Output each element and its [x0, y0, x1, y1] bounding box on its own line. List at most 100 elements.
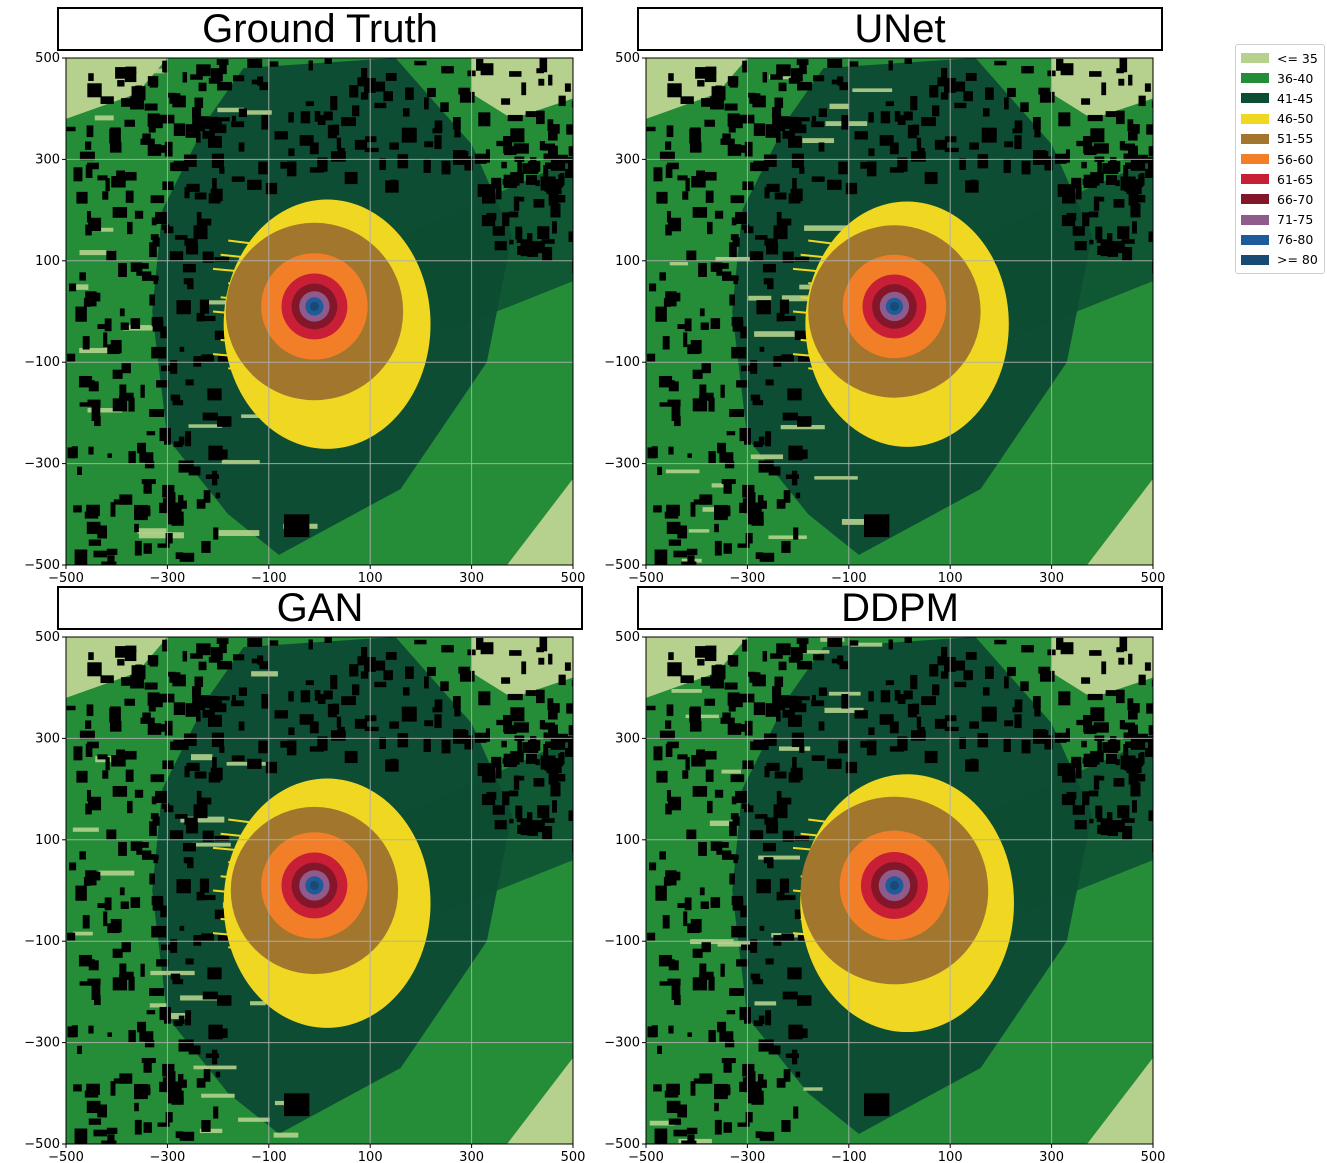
building: [653, 746, 663, 761]
building: [190, 653, 203, 659]
building: [67, 353, 76, 362]
y-tick-label: 300: [35, 731, 60, 746]
building: [750, 741, 761, 751]
building: [737, 1122, 750, 1127]
building: [1121, 818, 1135, 823]
street: [778, 746, 811, 751]
building: [186, 822, 199, 834]
y-tick-label: 500: [35, 630, 60, 645]
building: [510, 707, 525, 722]
building: [730, 234, 739, 241]
legend-label: 36-40: [1277, 70, 1314, 86]
building: [119, 494, 133, 505]
building: [550, 159, 566, 171]
building: [525, 690, 536, 697]
street: [199, 1128, 223, 1134]
building: [173, 123, 186, 137]
building: [88, 1118, 102, 1125]
building: [727, 692, 740, 706]
building: [238, 108, 247, 117]
building: [121, 98, 136, 107]
building: [106, 829, 117, 840]
y-tick-label: −500: [24, 1137, 60, 1152]
building: [121, 677, 136, 686]
building: [152, 898, 164, 911]
heatmap-zone: [507, 478, 573, 565]
signal-streak: [228, 818, 269, 826]
building: [134, 540, 142, 556]
y-tick-label: −100: [604, 355, 640, 370]
building: [149, 821, 157, 837]
building: [540, 176, 556, 191]
building: [959, 737, 966, 749]
building: [742, 639, 749, 652]
building: [284, 1093, 310, 1117]
building: [880, 111, 891, 124]
building: [501, 161, 507, 169]
building: [217, 660, 233, 670]
building: [173, 739, 189, 751]
building: [729, 294, 735, 306]
building: [740, 326, 747, 339]
building: [788, 193, 801, 204]
building: [774, 771, 787, 779]
building: [941, 646, 948, 660]
x-tick-label: −100: [251, 1150, 287, 1163]
legend-label: 41-45: [1277, 90, 1314, 106]
building: [93, 550, 108, 558]
building: [259, 661, 268, 670]
building: [390, 758, 397, 769]
building: [647, 447, 656, 459]
building: [124, 650, 137, 662]
building: [202, 991, 218, 1000]
building: [121, 392, 134, 401]
building: [903, 111, 913, 121]
building: [317, 157, 328, 172]
building: [521, 661, 527, 675]
building: [907, 703, 917, 718]
street: [665, 469, 700, 474]
building: [932, 105, 940, 117]
x-tick-label: −300: [150, 1150, 186, 1163]
building: [1128, 710, 1138, 720]
building: [730, 813, 739, 820]
building: [742, 60, 749, 73]
building: [231, 121, 245, 128]
street: [769, 74, 800, 80]
building: [752, 979, 764, 985]
building: [147, 76, 159, 86]
building: [537, 226, 550, 239]
building: [78, 375, 93, 388]
building: [530, 157, 537, 173]
building: [686, 1127, 698, 1135]
building: [548, 710, 558, 720]
building: [545, 741, 554, 749]
building: [1151, 101, 1153, 108]
building: [787, 135, 802, 148]
building: [125, 190, 134, 203]
heatmap-layer: [66, 637, 573, 1144]
building: [944, 147, 959, 153]
building: [750, 162, 761, 172]
building: [503, 725, 518, 733]
building: [168, 92, 176, 98]
building: [758, 1015, 765, 1025]
building: [401, 127, 417, 143]
building: [673, 550, 688, 558]
building: [118, 262, 127, 277]
panel-title-unet: UNet: [637, 7, 1163, 51]
building: [1105, 111, 1116, 118]
building: [247, 58, 263, 68]
building: [177, 494, 184, 508]
building: [509, 756, 520, 765]
building: [1061, 214, 1076, 227]
street: [702, 507, 719, 512]
building: [115, 646, 129, 658]
building: [71, 1025, 78, 1038]
building: [1057, 184, 1072, 197]
building: [1129, 761, 1144, 767]
building: [459, 151, 469, 158]
building: [701, 971, 714, 980]
building: [309, 142, 319, 155]
building: [647, 932, 656, 941]
